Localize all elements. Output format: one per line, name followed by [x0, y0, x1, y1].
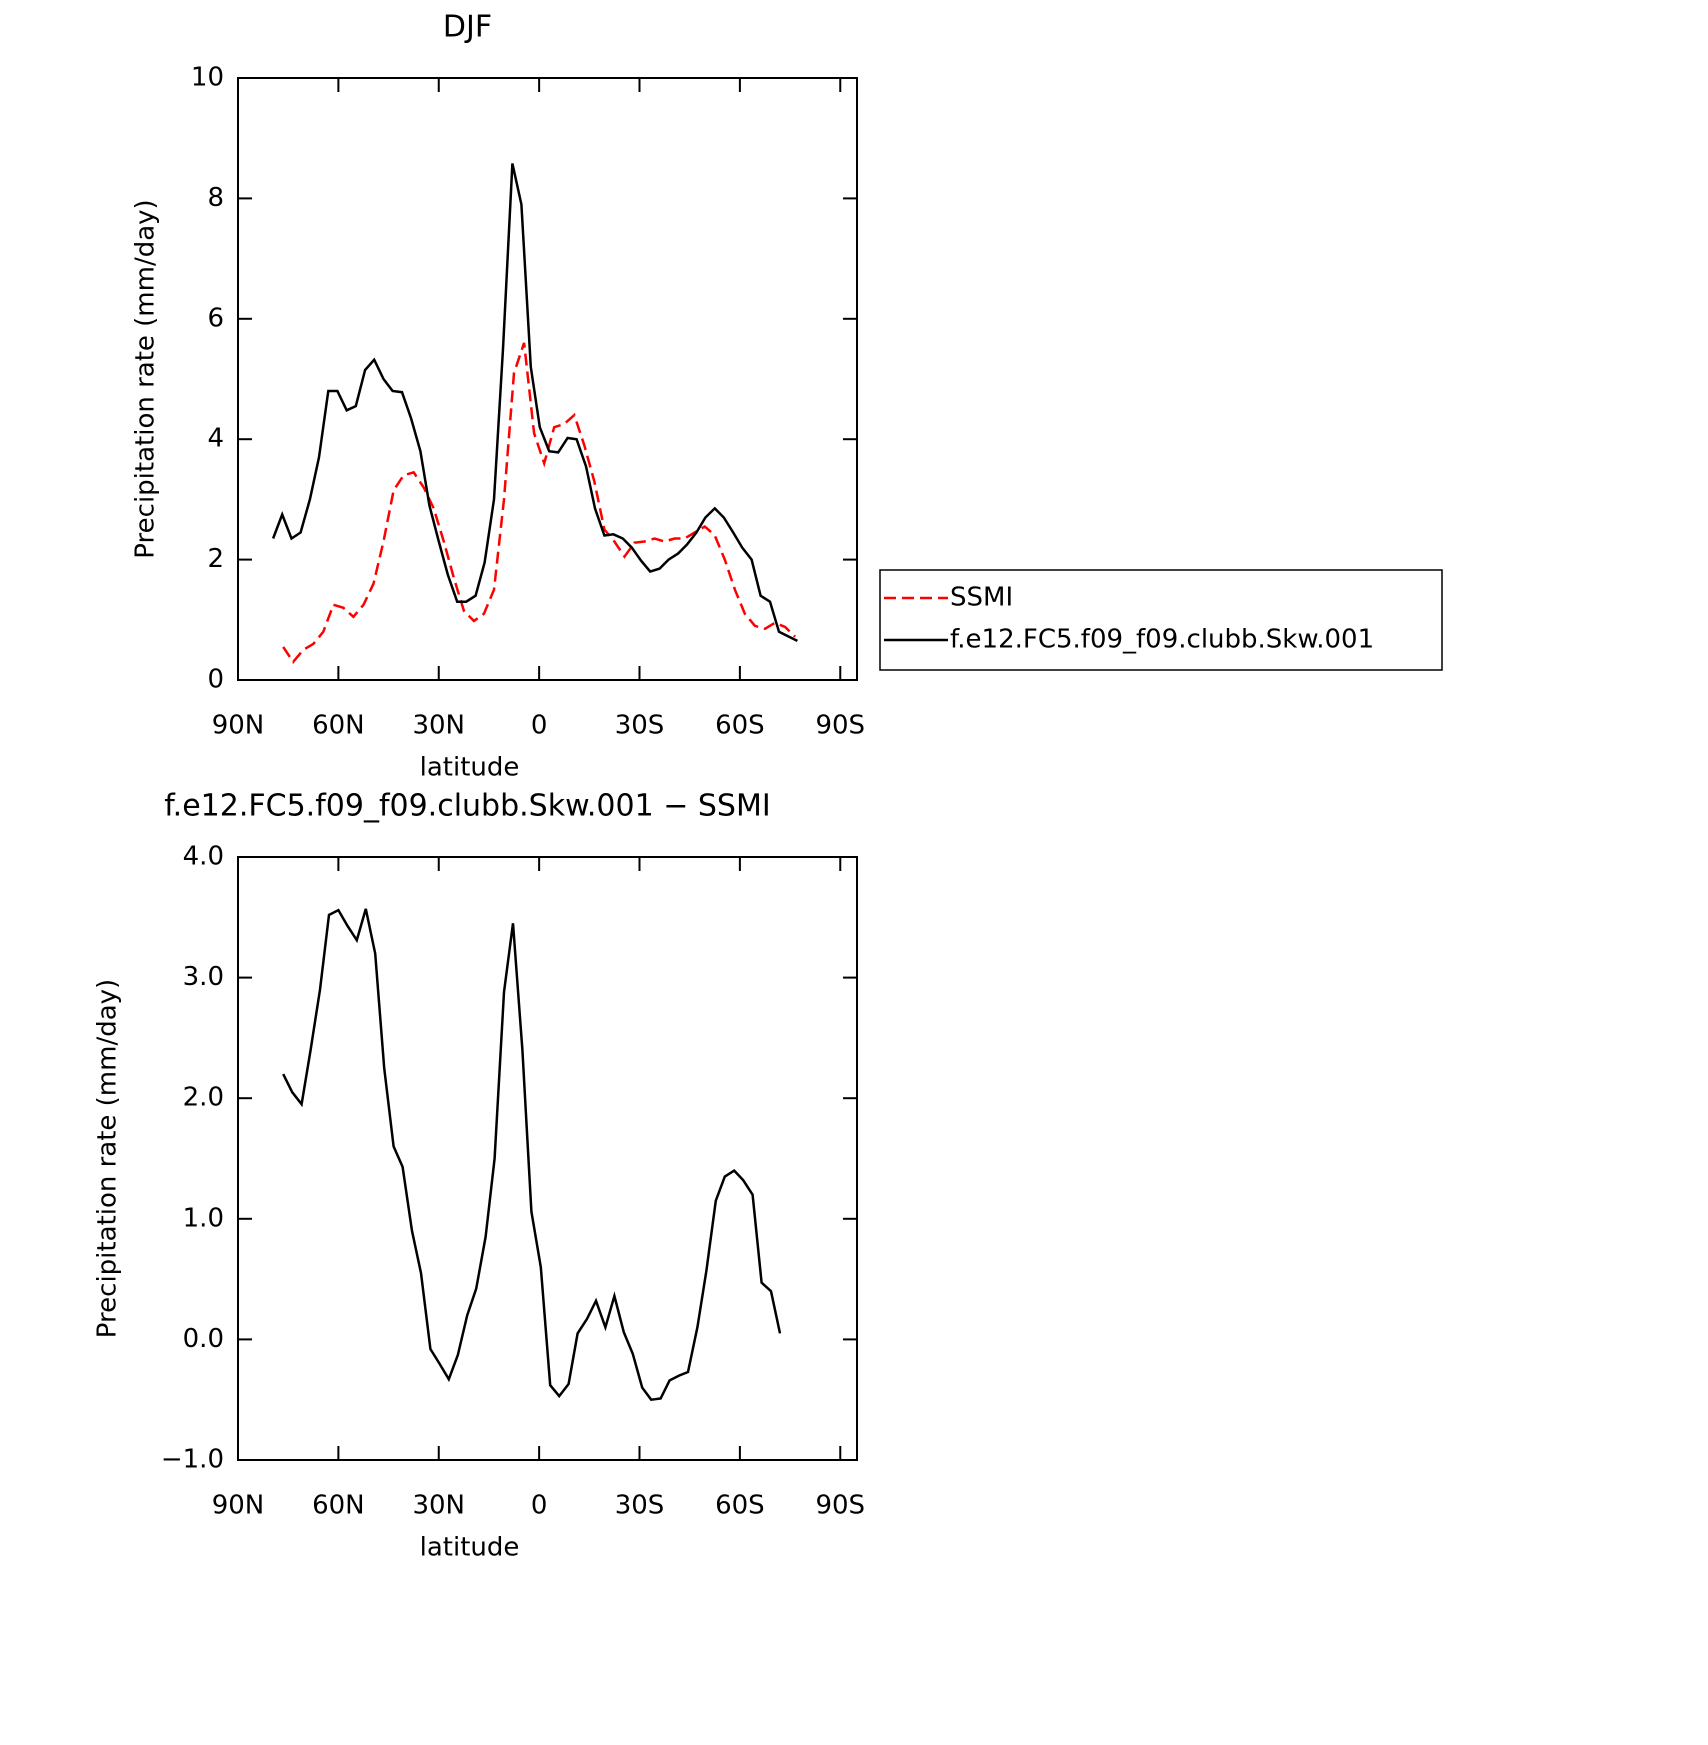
- y-tick-label: 6: [207, 303, 224, 333]
- x-tick-label: 30N: [412, 1491, 465, 1521]
- x-tick-label: 0: [531, 711, 548, 741]
- x-tick-label: 90N: [212, 711, 265, 741]
- y-tick-label: 4.0: [183, 842, 224, 872]
- y-tick-label: 4: [207, 424, 224, 454]
- data-line: [282, 342, 796, 664]
- y-axis-label: Precipitation rate (mm/day): [131, 199, 161, 558]
- data-line: [282, 908, 782, 1402]
- x-tick-label: 90S: [815, 711, 865, 741]
- plot-frame: [237, 856, 858, 1461]
- chart-title: DJF: [443, 10, 492, 45]
- chart-title: f.e12.FC5.f09_f09.clubb.Skw.001 − SSMI: [164, 789, 770, 824]
- x-tick-label: 60N: [312, 711, 365, 741]
- y-tick-label: 0: [207, 665, 224, 695]
- y-tick-label: 2: [207, 544, 224, 574]
- x-tick-label: 30S: [615, 1491, 665, 1521]
- x-tick-label: 0: [531, 1491, 548, 1521]
- x-axis-label: latitude: [420, 1533, 520, 1563]
- y-tick-label: 1.0: [183, 1203, 224, 1233]
- x-tick-label: 60S: [715, 1491, 765, 1521]
- x-axis-label: latitude: [420, 753, 520, 783]
- y-tick-label: 0.0: [183, 1324, 224, 1354]
- x-tick-label: 60N: [312, 1491, 365, 1521]
- y-tick-label: −1.0: [161, 1445, 224, 1475]
- legend-box: [879, 569, 1443, 671]
- legend-label: f.e12.FC5.f09_f09.clubb.Skw.001: [950, 625, 1374, 655]
- x-tick-label: 30S: [615, 711, 665, 741]
- y-tick-label: 2.0: [183, 1083, 224, 1113]
- x-tick-label: 60S: [715, 711, 765, 741]
- y-tick-label: 8: [207, 183, 224, 213]
- x-tick-label: 90N: [212, 1491, 265, 1521]
- plot-frame: [237, 77, 858, 681]
- y-tick-label: 10: [191, 63, 224, 93]
- y-axis-label: Precipitation rate (mm/day): [93, 979, 123, 1338]
- x-tick-label: 30N: [412, 711, 465, 741]
- data-line: [271, 163, 798, 643]
- y-tick-label: 3.0: [183, 962, 224, 992]
- legend-label: SSMI: [950, 583, 1013, 613]
- x-tick-label: 90S: [815, 1491, 865, 1521]
